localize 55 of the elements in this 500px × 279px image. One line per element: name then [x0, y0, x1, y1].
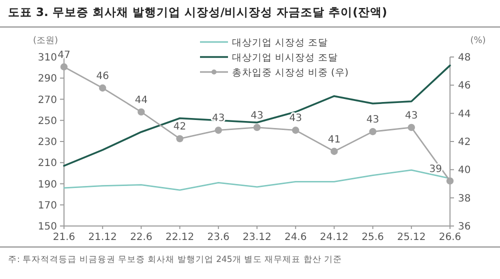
y2-tick-label: 36: [458, 222, 471, 232]
point: [369, 128, 376, 136]
data-label: 47: [58, 50, 70, 61]
x-tick-label: 24.6: [284, 232, 307, 243]
y-tick-label: 150: [38, 222, 57, 232]
data-label: 43: [289, 113, 302, 124]
data-label: 44: [134, 94, 148, 106]
data-label: 43: [366, 114, 380, 126]
x-tick-label: 25.6: [362, 232, 384, 243]
y-tick-label: 290: [38, 74, 57, 85]
point: [253, 124, 261, 132]
y2-tick-label: 48: [458, 52, 471, 64]
data-label: 46: [96, 70, 109, 82]
x-tick-label: 22.6: [130, 232, 152, 243]
y-tick-label: 230: [38, 137, 57, 148]
y-tick-label: 270: [38, 94, 57, 106]
x-tick-label: 24.12: [320, 232, 349, 243]
point: [214, 126, 222, 134]
point: [292, 126, 300, 134]
x-tick-label: 25.12: [397, 232, 426, 243]
data-label: 43: [250, 110, 264, 122]
y-tick-label: 190: [38, 179, 57, 190]
y-axis-title: (조원): [33, 36, 58, 46]
y2-tick-label: 44: [458, 108, 471, 120]
x-tick-label: 23.12: [242, 232, 272, 243]
text: 주: 투자적격등급 비금융권 무보증 회사채 발행기업 245개 별도 재무제표 합산 기준: [8, 255, 342, 265]
point: [176, 135, 184, 142]
x-tick-label: 23.6: [207, 232, 230, 243]
legend-label: 대상기업 시장성 조달: [232, 37, 328, 48]
y-tick-label: 170: [38, 200, 57, 212]
y2-tick-label: 42: [458, 137, 471, 148]
data-label: 42: [173, 122, 186, 133]
x-tick-label: 26.6: [438, 232, 462, 243]
y2-tick-label: 38: [458, 193, 471, 204]
x-tick-label: 21.12: [88, 232, 117, 243]
y2-tick-label: 40: [458, 165, 471, 176]
x-tick-label: 22.12: [165, 232, 194, 243]
point: [446, 177, 454, 185]
point: [408, 124, 415, 132]
legend-label: 대상기업 비시장성 조달: [232, 52, 338, 64]
data-label: 43: [405, 110, 418, 122]
data-label: 39: [429, 164, 442, 175]
legend-label: 총차입중 시장성 비중 (우): [232, 67, 348, 78]
x-tick-label: 21.6: [52, 232, 76, 243]
point: [138, 108, 145, 116]
point: [60, 63, 68, 70]
y2-tick-label: 46: [458, 80, 471, 92]
data-label: 41: [328, 134, 341, 146]
y2-axis-title: (%): [470, 36, 486, 46]
y-tick-label: 250: [38, 116, 57, 127]
y-tick-label: 210: [38, 158, 57, 170]
point: [330, 148, 338, 155]
point: [99, 84, 106, 92]
chart-title: 도표 3. 무보증 회사채 발행기업 시장성/비시장성 자금조달 추이(잔액): [8, 5, 388, 19]
y-tick-label: 310: [38, 52, 57, 64]
